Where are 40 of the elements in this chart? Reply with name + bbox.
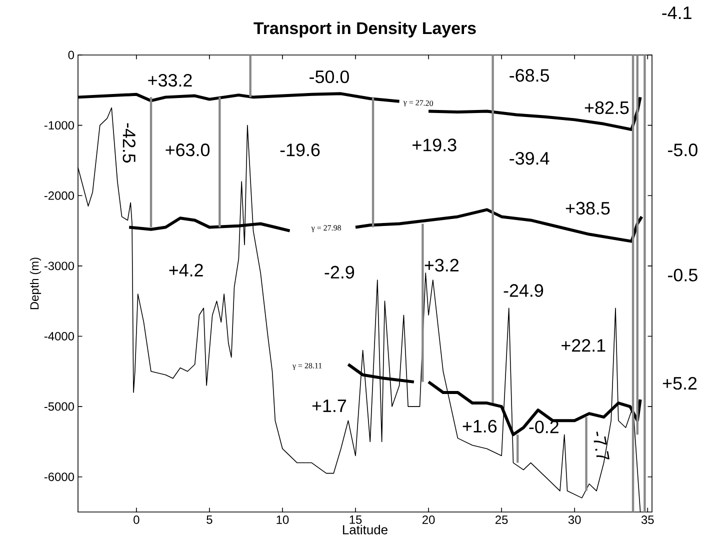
y-tick-label: -2000 (44, 191, 74, 200)
annotation: +19.3 (412, 138, 456, 152)
annotation: -68.5 (510, 69, 549, 82)
x-tick-label: 20 (422, 516, 435, 524)
annotation: +4.2 (169, 264, 203, 276)
annotation: -2.9 (324, 266, 354, 279)
y-axis-title: Depth (m) (30, 258, 42, 310)
text: -5.0 (668, 144, 698, 156)
annotation: +1.6 (462, 420, 497, 433)
annotation: -19.6 (280, 144, 320, 156)
text: -0.5 (668, 268, 698, 282)
y-tick-label: -3000 (44, 262, 74, 270)
text: -4.1 (662, 6, 692, 19)
x-tick-label: 5 (206, 516, 212, 524)
x-tick-label: 0 (134, 516, 140, 524)
annotation: +38.5 (566, 202, 610, 215)
y-tick-label: -5000 (44, 402, 74, 411)
annotation: +82.5 (584, 101, 629, 114)
annotation: -7.7 (594, 432, 610, 460)
x-tick-label: 15 (350, 516, 362, 524)
y-tick-label: -4000 (44, 332, 74, 340)
annotation: -42.5 (122, 123, 136, 163)
text: +5.2 (662, 376, 697, 390)
annotation: -39.4 (510, 152, 550, 165)
annotation: +22.1 (562, 339, 606, 352)
y-tick-label: 0 (68, 50, 74, 60)
x-tick-label: 25 (496, 516, 508, 524)
annotation: +33.2 (148, 74, 192, 87)
annotation: +63.0 (166, 144, 210, 156)
annotation: +3.2 (424, 258, 458, 272)
x-axis-title: Latitude (343, 524, 388, 534)
y-tick-label: -1000 (44, 121, 74, 130)
x-tick-label: 30 (568, 516, 581, 524)
annotation: -24.9 (504, 284, 544, 297)
chart-title: Transport in Density Layers (254, 22, 476, 38)
annotation: +1.7 (312, 400, 346, 412)
annotation: -50.0 (310, 70, 349, 84)
x-tick-label: 35 (641, 516, 654, 524)
y-tick-label: -6000 (44, 472, 74, 482)
x-tick-label: 10 (276, 516, 289, 524)
